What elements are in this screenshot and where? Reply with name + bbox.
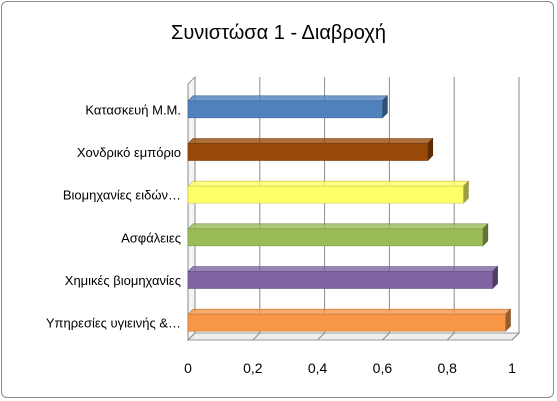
bar-top	[187, 95, 389, 102]
chart-title: Συνιστώσα 1 - Διαβροχή	[170, 22, 387, 44]
y-category-label: Βιομηχανίες ειδών…	[63, 188, 181, 203]
x-tick-label: 0,4	[308, 360, 328, 376]
bar-top	[187, 266, 499, 272]
floor	[186, 332, 521, 341]
gridline	[446, 77, 455, 341]
gridline	[252, 77, 261, 341]
y-category-label: Υπηρεσίες υγιεινής &…	[46, 316, 181, 331]
x-tick-label: 1	[508, 360, 516, 376]
bar	[187, 185, 464, 204]
y-category-label: Χονδρικό εμπόριο	[77, 145, 181, 160]
y-category-label: Ασφάλειες	[121, 230, 181, 245]
y-category-label: Χημικές βιομηχανίες	[65, 273, 181, 288]
bar	[187, 143, 429, 161]
x-tick-label: 0,6	[373, 360, 393, 376]
bar	[187, 100, 383, 119]
bar-top	[187, 308, 512, 315]
x-tick-label: 0,8	[437, 360, 457, 376]
y-category-label: Κατασκευή Μ.Μ.	[85, 102, 181, 117]
bar	[187, 271, 493, 289]
gridline	[511, 77, 520, 341]
gridline	[187, 77, 196, 341]
gridline	[382, 77, 390, 341]
gridline	[317, 77, 326, 341]
bar-top	[187, 223, 489, 230]
bar-top	[187, 138, 434, 144]
bar-top	[187, 180, 470, 187]
x-tick-label: 0	[184, 360, 192, 376]
bar	[187, 313, 506, 332]
x-tick-label: 0,2	[243, 360, 263, 376]
bar	[187, 228, 484, 247]
